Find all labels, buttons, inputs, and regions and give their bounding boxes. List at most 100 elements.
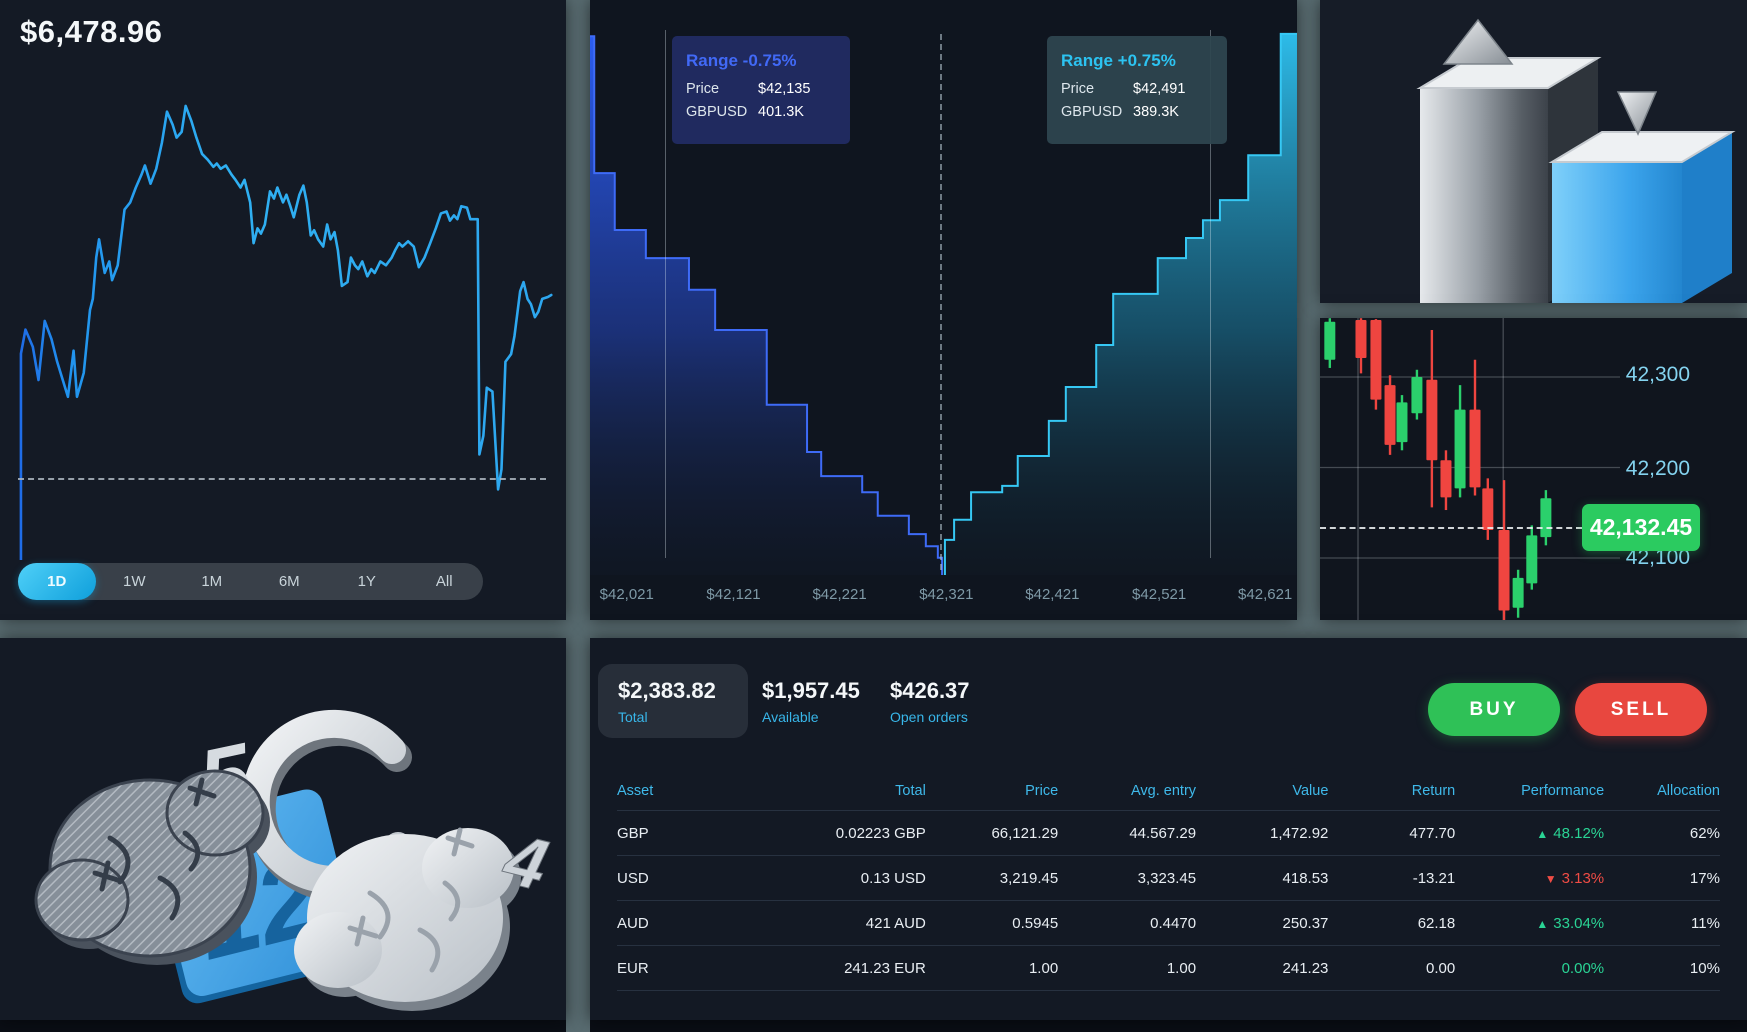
current-price-badge: 42,132.45 — [1582, 504, 1700, 551]
depth-chart[interactable] — [590, 0, 1297, 575]
candle-body — [1370, 319, 1382, 400]
timeframe-tabbar: 1D 1W 1M 6M 1Y All — [18, 563, 483, 600]
portfolio-line — [21, 106, 551, 560]
tab-1w[interactable]: 1W — [123, 573, 146, 590]
bid-price-value: $42,135 — [758, 81, 811, 98]
cell-avg-entry: 0.4470 — [1150, 914, 1197, 932]
tab-all[interactable]: All — [435, 573, 453, 590]
brain-left — [34, 769, 270, 965]
table-row-aud[interactable]: AUD 421 AUD 0.5945 0.4470 250.37 62.18 ▲… — [617, 901, 1720, 946]
ask-tooltip-title: Range +0.75% — [1061, 51, 1176, 70]
bars-3d-illustration-panel — [1320, 0, 1747, 303]
available-value: $1,957.45 — [762, 678, 860, 703]
price-tick: 42,200 — [1625, 457, 1690, 480]
ask-range-line — [1210, 30, 1212, 558]
total-value: $2,383.82 — [618, 678, 716, 703]
tab-1m[interactable]: 1M — [201, 573, 223, 590]
open-orders-value: $426.37 — [890, 678, 970, 703]
depth-x-axis: $42,021 $42,121 $42,221 $42,321 $42,421 … — [590, 586, 1297, 608]
bid-depth-area — [590, 36, 942, 575]
brain-right — [294, 827, 521, 1011]
ask-price-label: Price — [1061, 81, 1095, 98]
open-orders-balance: $426.37 Open orders — [890, 678, 970, 725]
cell-allocation: 17% — [1689, 869, 1720, 887]
mid-price-dashed-line — [939, 34, 942, 570]
bid-price-label: Price — [686, 81, 720, 98]
divider-vertical-right — [1297, 0, 1320, 638]
trend-arrow-icon: ▲ — [1536, 916, 1549, 931]
positions-table: Asset Total Price Avg. entry Value Retur… — [617, 772, 1720, 991]
portfolio-panel: $6,478.96 1D 1W 1M 6M 1Y All — [0, 0, 566, 620]
table-row-usd[interactable]: USD 0.13 USD 3,219.45 3,323.45 418.53 -1… — [617, 856, 1720, 901]
cell-asset: EUR — [617, 959, 649, 977]
cell-total: 0.13 USD — [860, 869, 926, 887]
col-performance: Performance — [1521, 783, 1605, 799]
candle-body — [1526, 535, 1538, 584]
cell-asset: GBP — [617, 824, 649, 842]
col-return: Return — [1411, 783, 1456, 799]
candle-body — [1498, 529, 1510, 611]
axis-tick: $42,121 — [706, 586, 761, 603]
portfolio-balance: $6,478.96 — [20, 14, 163, 49]
cell-value: 418.53 — [1282, 869, 1329, 887]
candle-body — [1426, 379, 1438, 461]
cell-avg-entry: 3,323.45 — [1137, 869, 1197, 887]
axis-tick: $42,621 — [1238, 586, 1293, 603]
candle-body — [1411, 377, 1423, 414]
tab-1y[interactable]: 1Y — [357, 573, 376, 590]
candlestick-chart[interactable] — [1320, 318, 1747, 620]
axis-tick: $42,421 — [1025, 586, 1080, 603]
cell-return: 477.70 — [1409, 824, 1456, 842]
bid-range-tooltip: Range -0.75% Price $42,135 GBPUSD 401.3K — [672, 36, 850, 144]
cell-performance: ▲ 48.12% — [1536, 824, 1605, 842]
tab-6m[interactable]: 6M — [278, 573, 300, 590]
cell-price: 66,121.29 — [991, 824, 1059, 842]
bars-3d-illustration — [1416, 18, 1736, 303]
cell-performance: 0.00% — [1561, 959, 1605, 977]
available-label: Available — [762, 709, 819, 725]
bid-range-line — [664, 30, 666, 558]
ask-volume-label: GBPUSD — [1061, 103, 1123, 120]
cell-value: 241.23 — [1282, 959, 1329, 977]
ask-volume-value: 389.3K — [1133, 103, 1179, 120]
cell-price: 0.5945 — [1012, 914, 1059, 932]
table-row-gbp[interactable]: GBP 0.02223 GBP 66,121.29 44.567.29 1,47… — [617, 811, 1720, 856]
axis-tick: $42,521 — [1132, 586, 1187, 603]
cell-avg-entry: 1.00 — [1166, 959, 1197, 977]
total-balance-card: $2,383.82 Total — [598, 664, 748, 738]
numbers-3d-illustration-panel: 12 5 — [0, 638, 566, 1020]
table-row-eur[interactable]: EUR 241.23 EUR 1.00 1.00 241.23 0.00 0.0… — [617, 946, 1720, 991]
tab-1d[interactable]: 1D — [18, 563, 96, 600]
candle-body — [1440, 460, 1452, 498]
divider-vertical-left — [566, 0, 590, 1032]
total-label: Total — [618, 709, 648, 725]
cell-total: 421 AUD — [865, 914, 926, 932]
bid-volume-label: GBPUSD — [686, 103, 748, 120]
candle-body — [1324, 321, 1336, 360]
open-orders-label: Open orders — [890, 709, 968, 725]
buy-button[interactable]: BUY — [1428, 683, 1560, 736]
axis-tick: $42,321 — [919, 586, 974, 603]
divider-horizontal-right — [1297, 303, 1747, 318]
positions-panel: $2,383.82 Total $1,957.45 Available $426… — [590, 638, 1747, 1020]
trend-arrow-icon: ▼ — [1544, 871, 1557, 886]
candle-body — [1355, 319, 1367, 358]
numbers-3d-illustration: 12 5 — [34, 709, 555, 1011]
col-avg-entry: Avg. entry — [1131, 783, 1197, 799]
up-triangle-icon — [1442, 18, 1514, 65]
cell-asset: USD — [617, 869, 649, 887]
portfolio-line-chart[interactable] — [0, 80, 566, 560]
bid-tooltip-title: Range -0.75% — [686, 51, 797, 70]
price-tick: 42,100 — [1625, 546, 1690, 569]
candlestick-panel: 42,300 42,200 42,100 42,132.45 — [1320, 318, 1747, 620]
sell-button[interactable]: SELL — [1575, 683, 1707, 736]
candle-body — [1384, 385, 1396, 445]
down-triangle-icon — [1616, 91, 1658, 136]
cell-performance: ▼ 3.13% — [1544, 869, 1605, 887]
candle-series — [1324, 318, 1552, 620]
cell-performance: ▲ 33.04% — [1536, 914, 1605, 932]
col-price: Price — [1025, 783, 1059, 799]
candle-body — [1540, 498, 1552, 538]
cell-return: 62.18 — [1417, 914, 1456, 932]
col-asset: Asset — [617, 783, 654, 799]
